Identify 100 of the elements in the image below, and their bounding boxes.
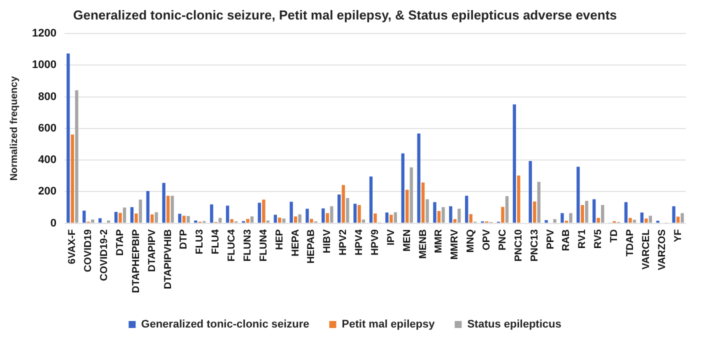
legend-label: Status epilepticus (467, 318, 562, 331)
y-tick-label: 1200 (32, 28, 56, 40)
bar (406, 190, 409, 223)
bar (624, 202, 628, 223)
bar (138, 200, 142, 223)
bar (676, 216, 680, 223)
bar (246, 218, 250, 223)
bar (306, 208, 309, 223)
x-tick-label: PNC13 (529, 228, 540, 262)
bar (186, 216, 190, 223)
bar (70, 134, 74, 223)
x-tick-label: MNQ (466, 229, 477, 253)
bar (553, 219, 556, 223)
bar (369, 176, 373, 223)
bar (394, 212, 398, 223)
bar (644, 218, 648, 223)
bar (437, 210, 441, 223)
bar (310, 218, 314, 223)
bar (218, 218, 222, 223)
x-tick-label: TD (609, 229, 620, 243)
bar (298, 214, 302, 223)
bar (533, 201, 536, 223)
bar (410, 167, 413, 223)
bar (505, 196, 509, 223)
y-axis-title: Normalized frequency (8, 76, 20, 181)
bar (182, 216, 186, 223)
bar (166, 196, 170, 223)
x-tick-label: DTAPHEPBIP (130, 228, 142, 294)
x-tick-label: MMR (434, 228, 445, 254)
x-tick-label: YF (672, 229, 684, 242)
bar (322, 208, 325, 223)
bar (672, 206, 676, 223)
bar (596, 218, 600, 223)
bar (453, 219, 457, 223)
bar (330, 206, 334, 223)
x-tick-label: PPV (545, 228, 556, 250)
bar (122, 207, 126, 223)
legend-label: Generalized tonic-clonic seizure (141, 318, 310, 331)
bar (401, 153, 404, 223)
y-tick-label: 1000 (32, 59, 56, 72)
bar (326, 213, 330, 223)
bar (262, 200, 266, 223)
bar (210, 204, 214, 223)
x-tick-label: PNC10 (513, 228, 524, 262)
bar (449, 206, 452, 223)
x-tick-label: FLU3 (194, 228, 206, 254)
bar (442, 207, 445, 223)
bar (544, 220, 548, 223)
bar (421, 182, 425, 223)
bar (342, 185, 345, 223)
y-tick-label: 200 (38, 186, 56, 198)
bar (250, 216, 254, 223)
bar (130, 207, 134, 223)
bar (66, 54, 70, 223)
bar (469, 214, 472, 223)
bar (501, 206, 504, 223)
bar (417, 134, 420, 223)
bar (150, 214, 154, 223)
bar (585, 200, 588, 223)
x-tick-label: 6VAX-F (67, 229, 78, 264)
chart-title: Generalized tonic-clonic seizure, Petit mal epilepsy, & Status epilepticus adverse events (73, 7, 617, 22)
x-tick-label: PNC (497, 229, 508, 250)
x-tick-label: IPV (386, 228, 397, 246)
x-tick-label: RV5 (593, 228, 604, 249)
bar (560, 213, 564, 223)
bar (458, 208, 461, 223)
bar (433, 202, 436, 223)
bar (290, 202, 293, 223)
legend-label: Petit mal epilepsy (342, 318, 436, 331)
bar (278, 218, 282, 223)
bar (162, 182, 166, 223)
bar (576, 166, 580, 223)
bar (134, 213, 138, 223)
bar (512, 104, 516, 223)
x-tick-label: VARZOS (656, 228, 668, 270)
x-tick-label: MEN (402, 229, 413, 252)
x-tick-label: HPV4 (354, 228, 366, 256)
bar (82, 210, 86, 223)
x-tick-label: TDAP (624, 228, 636, 257)
bar (537, 182, 540, 223)
x-tick-label: MENB (418, 229, 429, 259)
bar (353, 204, 357, 223)
bar (170, 196, 174, 223)
bar (346, 198, 350, 223)
y-tick-label: 600 (38, 122, 56, 134)
x-tick-label: FLUN4 (258, 228, 270, 262)
bar (294, 216, 298, 223)
bar (106, 220, 110, 223)
bar (146, 191, 150, 223)
bar (374, 213, 377, 223)
bar (114, 212, 118, 223)
x-tick-label: HIBV (322, 228, 334, 254)
x-tick-label: HEPAB (306, 229, 318, 264)
x-tick-label: COVID19 (83, 228, 94, 272)
bar (385, 212, 389, 223)
x-tick-label: FLUC4 (226, 228, 238, 262)
x-tick-label: COVID19-2 (99, 228, 110, 281)
x-tick-label: DTAPIPVHIB (162, 229, 174, 290)
x-tick-label: RAB (561, 229, 572, 251)
bar (426, 199, 429, 223)
